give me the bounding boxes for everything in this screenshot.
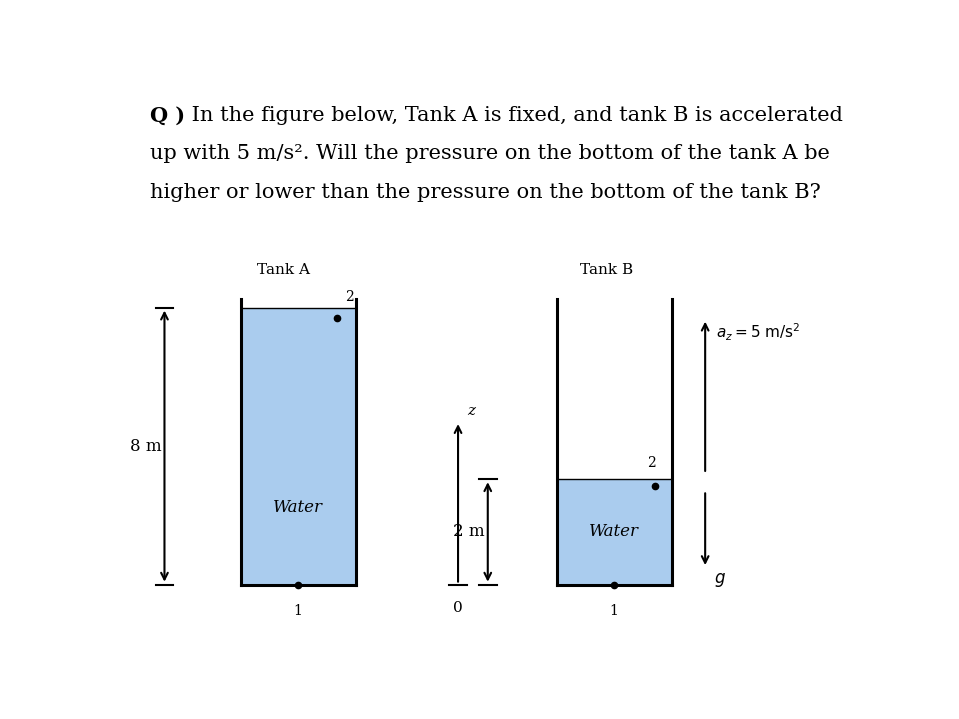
Text: Tank B: Tank B xyxy=(580,263,633,278)
Bar xyxy=(241,308,356,585)
Text: In the figure below, Tank A is fixed, and tank B is accelerated: In the figure below, Tank A is fixed, an… xyxy=(184,106,842,124)
Text: Water: Water xyxy=(273,498,323,516)
Text: Water: Water xyxy=(589,523,639,541)
Text: up with 5 m/s². Will the pressure on the bottom of the tank A be: up with 5 m/s². Will the pressure on the… xyxy=(150,145,830,163)
Text: Q ): Q ) xyxy=(150,106,185,126)
Text: z: z xyxy=(467,405,475,418)
Text: 1: 1 xyxy=(293,604,303,618)
Text: $a_z = 5\ \mathrm{m/s}^2$: $a_z = 5\ \mathrm{m/s}^2$ xyxy=(716,321,801,343)
Text: Tank A: Tank A xyxy=(257,263,310,278)
Text: higher or lower than the pressure on the bottom of the tank B?: higher or lower than the pressure on the… xyxy=(150,183,820,202)
Text: $g$: $g$ xyxy=(714,571,726,589)
Text: 8 m: 8 m xyxy=(130,438,162,454)
Text: 2: 2 xyxy=(344,290,354,304)
Text: 2 m: 2 m xyxy=(454,523,485,541)
Text: 2: 2 xyxy=(647,457,656,470)
Text: 0: 0 xyxy=(454,601,463,615)
Text: 1: 1 xyxy=(610,604,619,618)
Bar xyxy=(556,480,671,585)
